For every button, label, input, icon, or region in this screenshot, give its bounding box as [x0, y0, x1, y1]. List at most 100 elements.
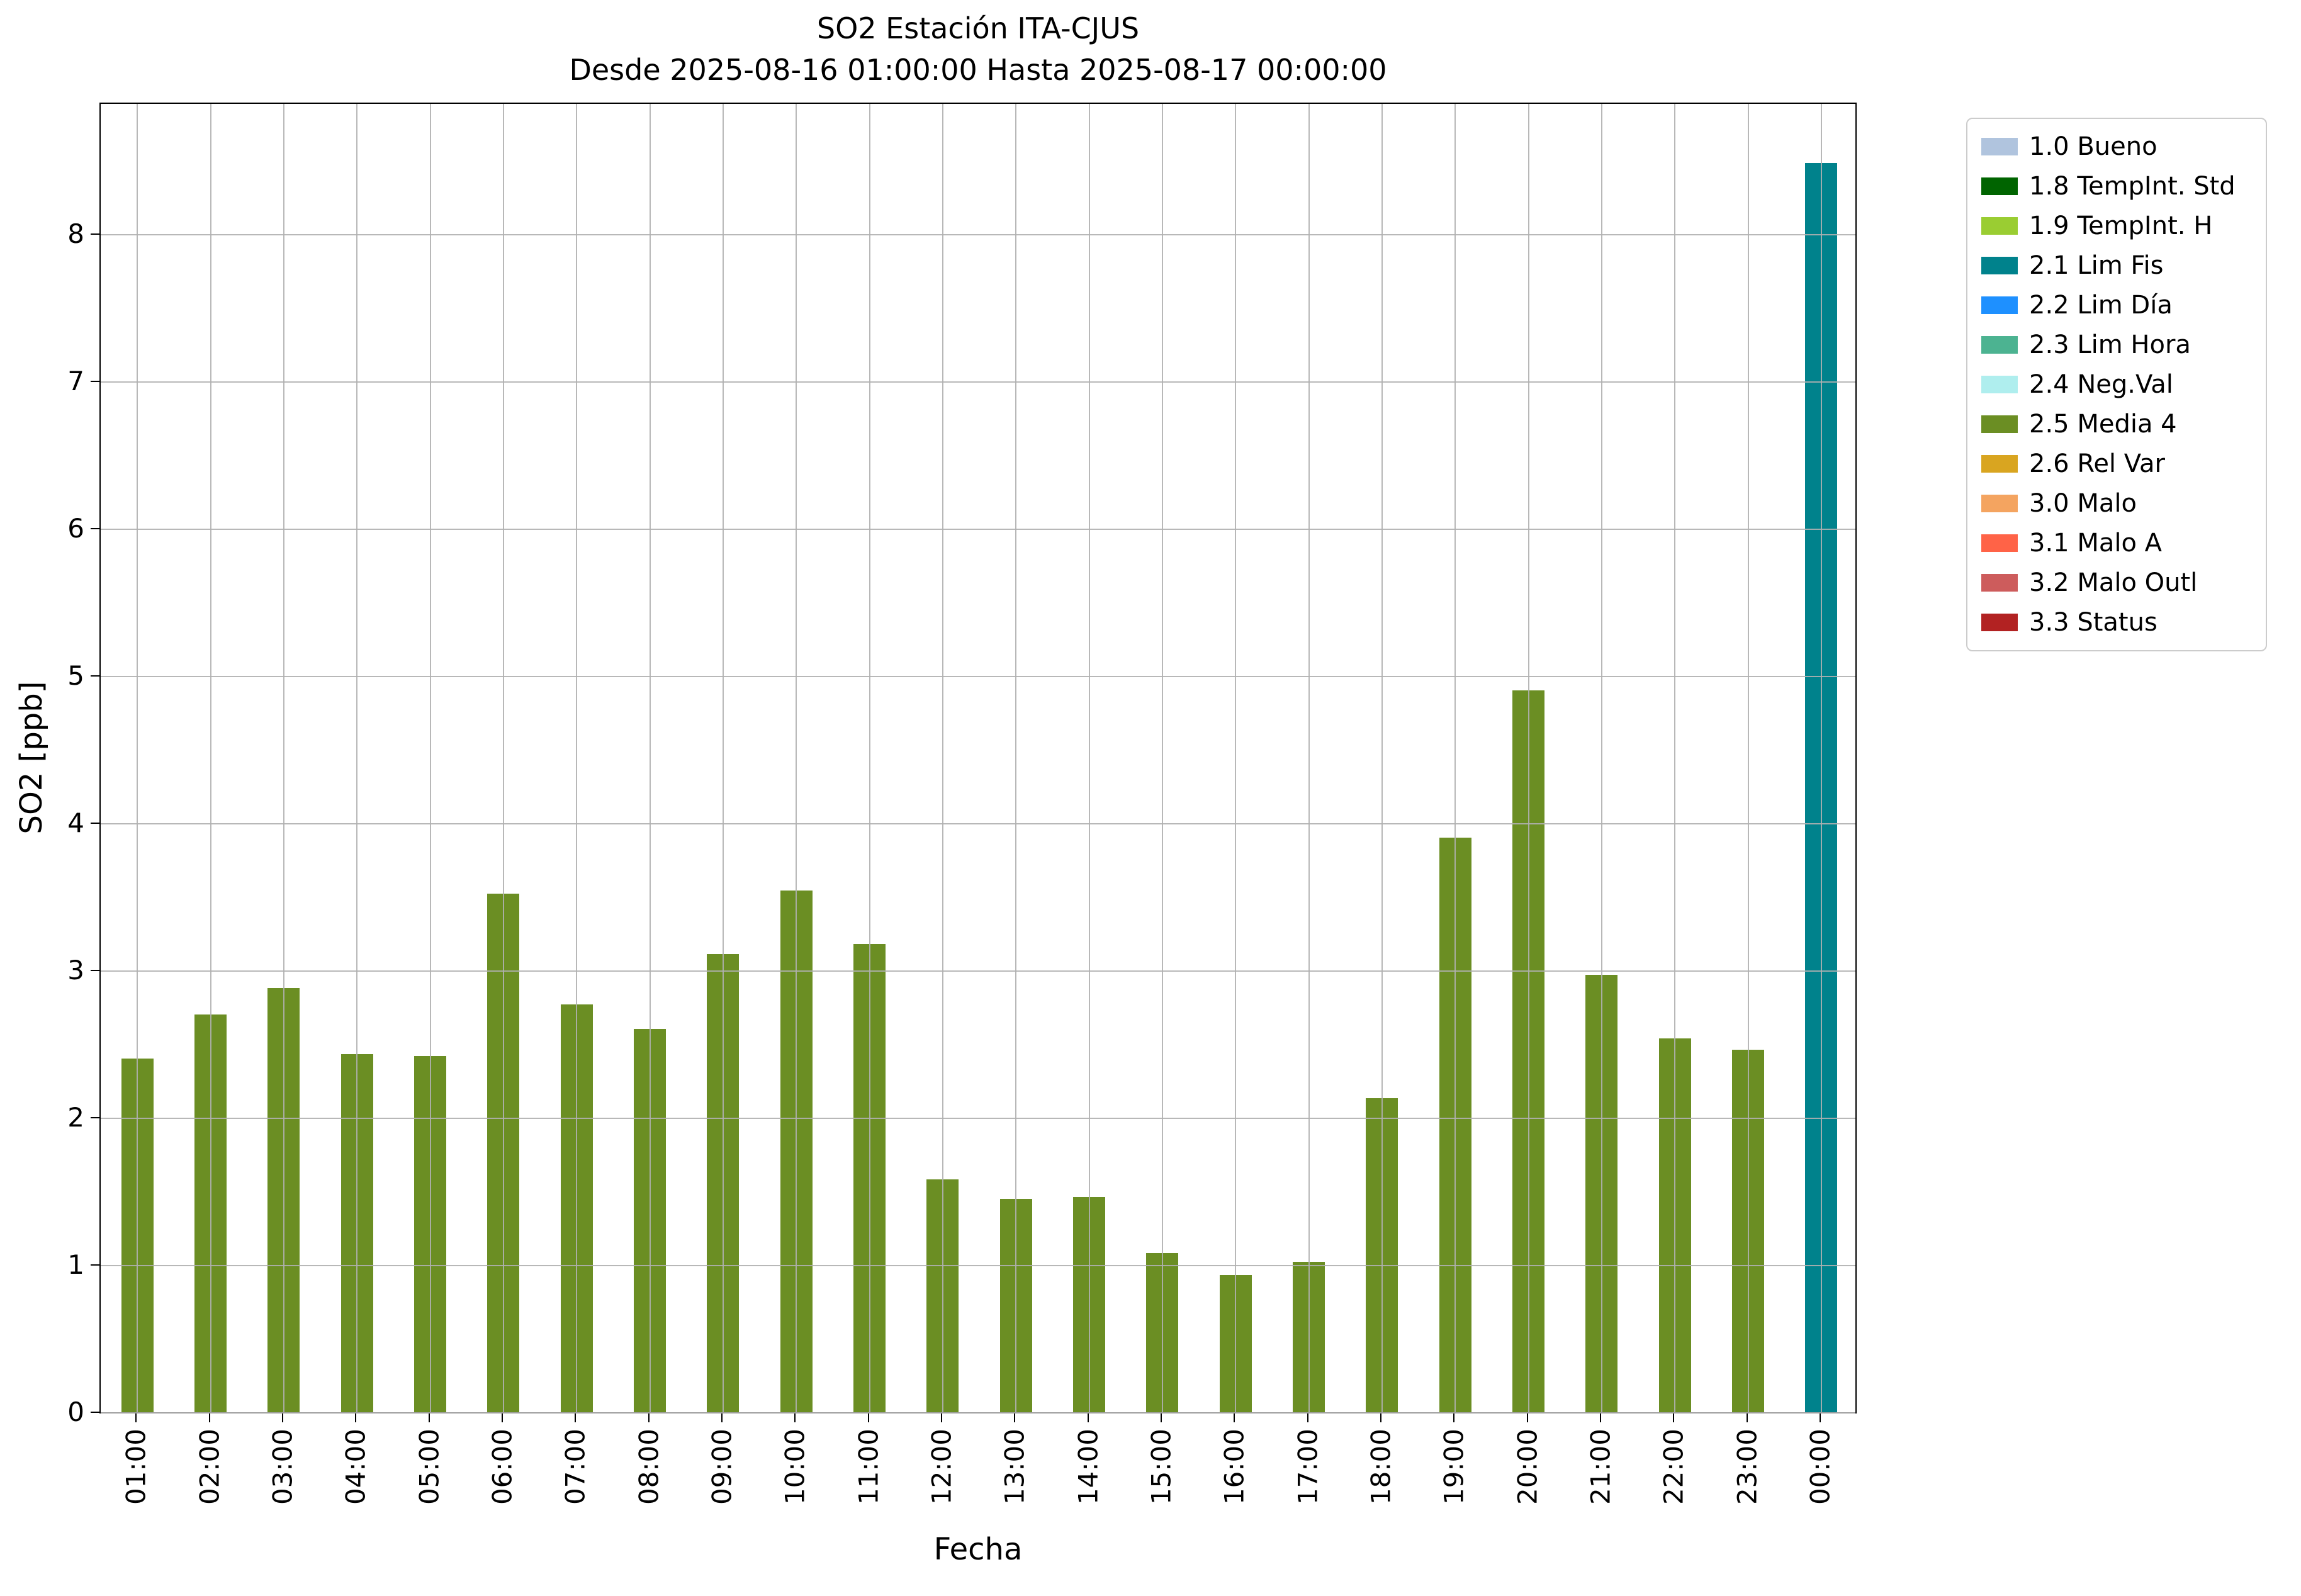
- legend-swatch: [1981, 415, 2018, 433]
- x-gridline: [1089, 104, 1090, 1412]
- x-gridline: [430, 104, 431, 1412]
- x-tick: [1088, 1413, 1089, 1422]
- legend-label: 2.2 Lim Día: [2029, 291, 2173, 320]
- x-gridline: [283, 104, 284, 1412]
- legend-item: 2.3 Lim Hora: [1981, 330, 2252, 360]
- legend-label: 2.6 Rel Var: [2029, 449, 2165, 478]
- x-tick-label-text: 10:00: [779, 1429, 811, 1505]
- legend-swatch: [1981, 455, 2018, 473]
- x-tick-label-text: 16:00: [1218, 1429, 1250, 1505]
- x-tick-label-text: 19:00: [1438, 1429, 1470, 1505]
- x-tick-label: 19:00: [1439, 1429, 1470, 1505]
- x-tick-label-text: 00:00: [1804, 1429, 1836, 1505]
- x-tick: [1453, 1413, 1454, 1422]
- x-tick: [502, 1413, 503, 1422]
- y-gridline: [101, 1265, 1855, 1266]
- x-tick-label: 20:00: [1512, 1429, 1543, 1505]
- legend-label: 2.4 Neg.Val: [2029, 370, 2173, 399]
- x-tick: [1673, 1413, 1674, 1422]
- x-gridline: [650, 104, 651, 1412]
- x-tick-label: 12:00: [926, 1429, 957, 1505]
- legend-item: 2.5 Media 4: [1981, 409, 2252, 439]
- plot-area: [99, 103, 1857, 1413]
- y-tick-label: 3: [67, 955, 84, 986]
- x-tick-label-text: 22:00: [1658, 1429, 1689, 1505]
- x-tick-label: 10:00: [780, 1429, 811, 1505]
- x-tick-label: 21:00: [1585, 1429, 1616, 1505]
- y-tick-label: 7: [67, 366, 84, 396]
- x-tick-label: 05:00: [414, 1429, 445, 1505]
- legend-swatch: [1981, 376, 2018, 393]
- x-gridline: [796, 104, 797, 1412]
- legend-swatch: [1981, 257, 2018, 274]
- chart-subtitle: Desde 2025-08-16 01:00:00 Hasta 2025-08-…: [569, 53, 1387, 87]
- y-gridline: [101, 381, 1855, 383]
- x-tick-label: 09:00: [707, 1429, 738, 1505]
- x-tick: [1307, 1413, 1308, 1422]
- x-tick-label-text: 09:00: [706, 1429, 738, 1505]
- y-gridline: [101, 676, 1855, 677]
- x-tick-label: 22:00: [1658, 1429, 1689, 1505]
- legend-swatch: [1981, 296, 2018, 314]
- y-tick: [91, 1264, 99, 1266]
- x-tick-label: 06:00: [487, 1429, 518, 1505]
- x-tick-label-text: 20:00: [1512, 1429, 1543, 1505]
- legend-swatch: [1981, 177, 2018, 195]
- legend-label: 3.0 Malo: [2029, 489, 2137, 518]
- x-gridline: [1601, 104, 1602, 1412]
- x-tick-label: 08:00: [634, 1429, 665, 1505]
- x-tick-label: 18:00: [1366, 1429, 1397, 1505]
- x-gridline: [1454, 104, 1456, 1412]
- x-tick-label-text: 12:00: [926, 1429, 957, 1505]
- x-tick: [135, 1413, 137, 1422]
- x-tick-label-text: 17:00: [1292, 1429, 1324, 1505]
- x-tick-label: 23:00: [1732, 1429, 1763, 1505]
- legend-item: 2.4 Neg.Val: [1981, 369, 2252, 400]
- x-tick-label: 04:00: [340, 1429, 371, 1505]
- y-tick-label: 4: [67, 807, 84, 838]
- legend-item: 2.6 Rel Var: [1981, 449, 2252, 479]
- x-tick: [794, 1413, 796, 1422]
- x-tick-label: 03:00: [267, 1429, 298, 1505]
- legend-item: 2.1 Lim Fis: [1981, 250, 2252, 281]
- legend-swatch: [1981, 574, 2018, 592]
- y-gridline: [101, 823, 1855, 824]
- x-gridline: [1528, 104, 1529, 1412]
- x-tick-label: 00:00: [1805, 1429, 1836, 1505]
- legend-item: 3.1 Malo A: [1981, 528, 2252, 558]
- y-tick: [91, 823, 99, 824]
- y-gridline: [101, 970, 1855, 972]
- x-tick-label-text: 13:00: [999, 1429, 1030, 1505]
- x-gridline: [1381, 104, 1383, 1412]
- x-gridline: [1235, 104, 1236, 1412]
- legend: 1.0 Bueno 1.8 TempInt. Std 1.9 TempInt. H 2…: [1966, 118, 2267, 651]
- x-gridline: [1308, 104, 1310, 1412]
- x-tick: [648, 1413, 650, 1422]
- chart-title: SO2 Estación ITA-CJUS: [816, 11, 1140, 45]
- x-tick: [1014, 1413, 1015, 1422]
- legend-label: 2.3 Lim Hora: [2029, 330, 2191, 359]
- legend-swatch: [1981, 495, 2018, 512]
- x-tick: [868, 1413, 869, 1422]
- x-tick-label-text: 15:00: [1145, 1429, 1177, 1505]
- y-tick-label: 8: [67, 218, 84, 249]
- legend-label: 3.3 Status: [2029, 608, 2158, 637]
- x-tick: [1234, 1413, 1235, 1422]
- y-tick-label: 6: [67, 513, 84, 544]
- y-gridline: [101, 234, 1855, 235]
- legend-label: 1.9 TempInt. H: [2029, 211, 2213, 240]
- x-tick: [1747, 1413, 1748, 1422]
- legend-item: 3.2 Malo Outl: [1981, 568, 2252, 598]
- x-tick: [575, 1413, 576, 1422]
- x-tick: [1820, 1413, 1821, 1422]
- x-tick: [1600, 1413, 1601, 1422]
- x-gridline: [942, 104, 943, 1412]
- x-gridline: [1821, 104, 1822, 1412]
- x-gridline: [1162, 104, 1163, 1412]
- legend-label: 2.5 Media 4: [2029, 410, 2177, 439]
- x-tick: [1527, 1413, 1528, 1422]
- x-gridline: [1748, 104, 1749, 1412]
- x-tick-label-text: 21:00: [1585, 1429, 1616, 1505]
- x-gridline: [210, 104, 211, 1412]
- y-tick-label: 1: [67, 1249, 84, 1280]
